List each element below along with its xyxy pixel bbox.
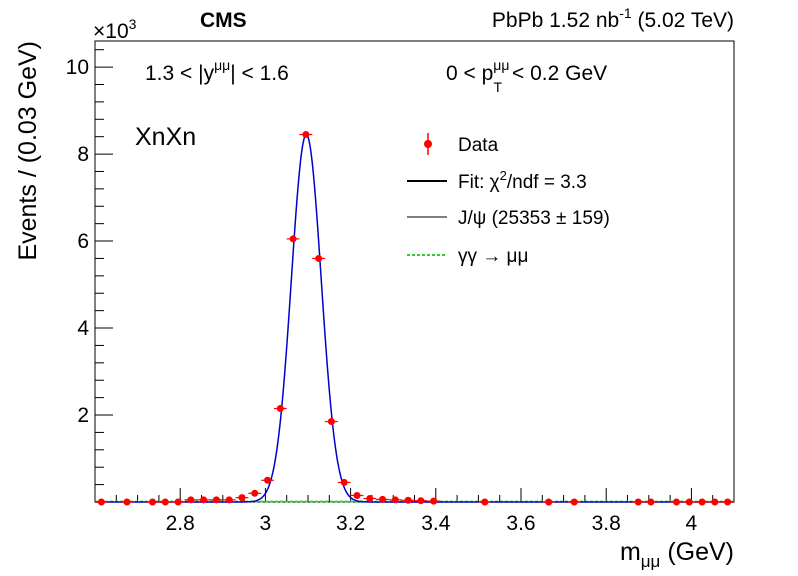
rapidity-cut-label: 1.3 < |yμμ| < 1.6 [145,57,289,85]
data-point [379,495,387,503]
legend-gg-label: γγ → μμ [458,246,528,267]
data-point [545,498,553,506]
data-point [570,498,578,506]
data-point [289,235,297,243]
y-tick-label: 2 [77,404,89,427]
data-point [711,498,719,506]
x-tick-label: 3.6 [506,512,535,535]
y-tick-label: 6 [77,230,89,253]
data-point [417,497,425,505]
data-point [340,478,348,486]
data-point [315,254,323,262]
x-tick-label: 4 [686,512,698,535]
data-point [225,496,233,504]
legend-data-label: Data [458,135,499,156]
data-point [647,498,655,506]
x-tick-label: 3.4 [421,512,451,535]
data-point [698,498,706,506]
y-tick-label: 4 [77,317,89,340]
y-axis: 2 4 6 8 10 [66,49,113,503]
data-point [481,498,489,506]
legend-fit-label: Fit: χ2/ndf = 3.3 [458,168,587,193]
x-tick-label: 3.2 [336,512,365,535]
data-point [404,496,412,504]
data-point [391,496,399,504]
y-tick-label: 10 [66,56,89,79]
jpsi-curve [95,133,734,503]
data-point [685,498,693,506]
category-label: XnXn [135,123,196,151]
x-tick-label: 3.8 [592,512,621,535]
data-point [327,418,335,426]
data-point [366,495,374,503]
y-axis-title: Events / (0.03 GeV) [14,41,42,261]
pt-cut-label: 0 < pμμ T< 0.2 GeV [446,57,607,95]
data-point [634,498,642,506]
x-axis: 2.8 3 3.2 3.4 3.6 3.8 4 [94,488,735,535]
data-point [161,498,169,506]
data-point [353,491,361,499]
data-point [174,498,182,506]
data-point [430,497,438,505]
y-axis-exponent: ×103 [93,16,137,43]
x-tick-label: 2.8 [166,512,195,535]
experiment-label: CMS [200,9,247,32]
x-axis-title: mμμ (GeV) [620,538,734,571]
data-point [264,476,272,484]
data-point [238,494,246,502]
legend: Data Fit: χ2/ndf = 3.3 J/ψ (25353 ± 159)… [407,133,610,267]
plot-frame [94,40,735,503]
luminosity-label: PbPb 1.52 nb-1 (5.02 TeV) [492,5,734,32]
data-point [187,496,195,504]
data-point [724,498,732,506]
data-point [200,496,208,504]
data-point [672,498,680,506]
data-point [212,496,220,504]
data-point [251,489,259,497]
data-point [302,131,310,139]
data-point [123,498,131,506]
legend-jpsi-label: J/ψ (25353 ± 159) [458,208,610,229]
data-points [95,131,734,506]
data-point [149,498,157,506]
legend-data-marker [424,140,432,148]
data-point [97,498,105,506]
x-tick-label: 3 [260,512,272,535]
y-tick-label: 8 [77,143,89,166]
data-point [276,404,284,412]
